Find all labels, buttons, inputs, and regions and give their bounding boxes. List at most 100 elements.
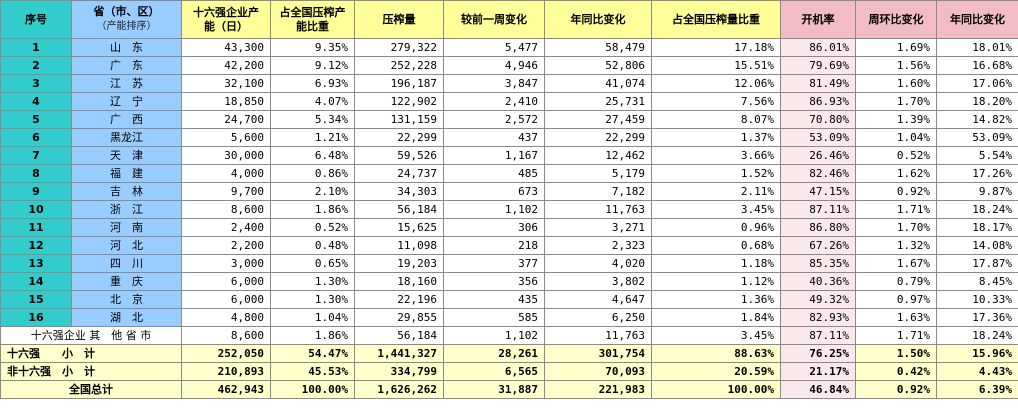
header-share-crush: 占全国压榨量比重 bbox=[651, 0, 781, 39]
capacity-cell: 6,000 bbox=[181, 272, 271, 291]
province-cell: 黑龙江 bbox=[71, 128, 182, 147]
wow-change-cell: 31,887 bbox=[443, 380, 545, 399]
wow-pct-cell: 1.67% bbox=[855, 254, 937, 273]
yoy-change-cell: 6,250 bbox=[544, 308, 652, 327]
share-crush-cell: 0.96% bbox=[651, 218, 781, 237]
capacity-cell: 210,893 bbox=[181, 362, 271, 381]
rank-cell: 6 bbox=[0, 128, 72, 147]
wow-change-cell: 1,167 bbox=[443, 146, 545, 165]
rank-cell: 16 bbox=[0, 308, 72, 327]
wow-change-cell: 673 bbox=[443, 182, 545, 201]
share-capacity-cell: 9.35% bbox=[270, 38, 355, 57]
yoy-pct-cell: 10.33% bbox=[936, 290, 1018, 309]
wow-pct-cell: 1.04% bbox=[855, 128, 937, 147]
crush-cell: 18,160 bbox=[354, 272, 444, 291]
share-crush-cell: 0.68% bbox=[651, 236, 781, 255]
wow-change-cell: 437 bbox=[443, 128, 545, 147]
yoy-pct-cell: 14.82% bbox=[936, 110, 1018, 129]
yoy-pct-cell: 6.39% bbox=[936, 380, 1018, 399]
non-top16-subtotal-row: 非十六强 小 计 210,893 45.53% 334,799 6,565 70… bbox=[0, 362, 1018, 381]
province-cell: 辽 宁 bbox=[71, 92, 182, 111]
share-capacity-cell: 100.00% bbox=[270, 380, 355, 399]
share-capacity-cell: 1.30% bbox=[270, 272, 355, 291]
utilization-cell: 49.32% bbox=[780, 290, 856, 309]
share-capacity-cell: 2.10% bbox=[270, 182, 355, 201]
province-cell: 北 京 bbox=[71, 290, 182, 309]
share-capacity-cell: 9.12% bbox=[270, 56, 355, 75]
wow-pct-cell: 1.69% bbox=[855, 38, 937, 57]
yoy-change-cell: 4,020 bbox=[544, 254, 652, 273]
yoy-pct-cell: 17.06% bbox=[936, 74, 1018, 93]
yoy-pct-cell: 18.17% bbox=[936, 218, 1018, 237]
province-cell: 江 苏 bbox=[71, 74, 182, 93]
yoy-pct-cell: 53.09% bbox=[936, 128, 1018, 147]
utilization-cell: 81.49% bbox=[780, 74, 856, 93]
utilization-cell: 40.36% bbox=[780, 272, 856, 291]
share-capacity-cell: 1.21% bbox=[270, 128, 355, 147]
capacity-cell: 9,700 bbox=[181, 182, 271, 201]
table-row: 12 河 北 2,200 0.48% 11,098 218 2,323 0.68% 67.26%… bbox=[0, 236, 1018, 255]
wow-change-cell: 485 bbox=[443, 164, 545, 183]
share-crush-cell: 3.45% bbox=[651, 326, 781, 345]
share-capacity-cell: 0.65% bbox=[270, 254, 355, 273]
yoy-pct-cell: 5.54% bbox=[936, 146, 1018, 165]
crush-statistics-table: 序号 省（市、区） （产能排序） 十六强企业产能（日） 占全国压榨产能比重 压榨… bbox=[0, 0, 1018, 399]
crush-cell: 34,303 bbox=[354, 182, 444, 201]
capacity-cell: 462,943 bbox=[181, 380, 271, 399]
crush-cell: 24,737 bbox=[354, 164, 444, 183]
wow-pct-cell: 0.97% bbox=[855, 290, 937, 309]
wow-change-cell: 2,572 bbox=[443, 110, 545, 129]
yoy-pct-cell: 17.87% bbox=[936, 254, 1018, 273]
yoy-change-cell: 12,462 bbox=[544, 146, 652, 165]
rank-cell: 9 bbox=[0, 182, 72, 201]
share-crush-cell: 100.00% bbox=[651, 380, 781, 399]
share-crush-cell: 1.52% bbox=[651, 164, 781, 183]
province-cell: 重 庆 bbox=[71, 272, 182, 291]
capacity-cell: 2,200 bbox=[181, 236, 271, 255]
utilization-cell: 82.46% bbox=[780, 164, 856, 183]
share-crush-cell: 20.59% bbox=[651, 362, 781, 381]
crush-cell: 11,098 bbox=[354, 236, 444, 255]
province-cell: 吉 林 bbox=[71, 182, 182, 201]
wow-change-cell: 2,410 bbox=[443, 92, 545, 111]
crush-cell: 29,855 bbox=[354, 308, 444, 327]
yoy-change-cell: 4,647 bbox=[544, 290, 652, 309]
share-capacity-cell: 1.30% bbox=[270, 290, 355, 309]
province-cell: 天 津 bbox=[71, 146, 182, 165]
wow-pct-cell: 1.70% bbox=[855, 92, 937, 111]
header-yoy-change: 年同比变化 bbox=[544, 0, 652, 39]
utilization-cell: 87.11% bbox=[780, 326, 856, 345]
wow-change-cell: 4,946 bbox=[443, 56, 545, 75]
yoy-change-cell: 70,093 bbox=[544, 362, 652, 381]
capacity-cell: 6,000 bbox=[181, 290, 271, 309]
other-provinces-label: 十六强企业 其 他 省 市 bbox=[0, 326, 182, 345]
yoy-change-cell: 3,802 bbox=[544, 272, 652, 291]
yoy-change-cell: 41,074 bbox=[544, 74, 652, 93]
crush-cell: 122,902 bbox=[354, 92, 444, 111]
capacity-cell: 8,600 bbox=[181, 326, 271, 345]
yoy-pct-cell: 18.01% bbox=[936, 38, 1018, 57]
capacity-cell: 4,000 bbox=[181, 164, 271, 183]
utilization-cell: 87.11% bbox=[780, 200, 856, 219]
yoy-change-cell: 25,731 bbox=[544, 92, 652, 111]
yoy-change-cell: 301,754 bbox=[544, 344, 652, 363]
rank-cell: 5 bbox=[0, 110, 72, 129]
wow-pct-cell: 1.71% bbox=[855, 326, 937, 345]
share-crush-cell: 17.18% bbox=[651, 38, 781, 57]
capacity-cell: 42,200 bbox=[181, 56, 271, 75]
table-row: 11 河 南 2,400 0.52% 15,625 306 3,271 0.96% 86.80%… bbox=[0, 218, 1018, 237]
table-row: 15 北 京 6,000 1.30% 22,196 435 4,647 1.36% 49.32%… bbox=[0, 290, 1018, 309]
share-crush-cell: 12.06% bbox=[651, 74, 781, 93]
utilization-cell: 70.80% bbox=[780, 110, 856, 129]
share-crush-cell: 88.63% bbox=[651, 344, 781, 363]
yoy-pct-cell: 8.45% bbox=[936, 272, 1018, 291]
yoy-change-cell: 22,299 bbox=[544, 128, 652, 147]
crush-cell: 252,228 bbox=[354, 56, 444, 75]
wow-pct-cell: 0.79% bbox=[855, 272, 937, 291]
utilization-cell: 82.93% bbox=[780, 308, 856, 327]
header-wow-pct: 周环比变化 bbox=[855, 0, 937, 39]
